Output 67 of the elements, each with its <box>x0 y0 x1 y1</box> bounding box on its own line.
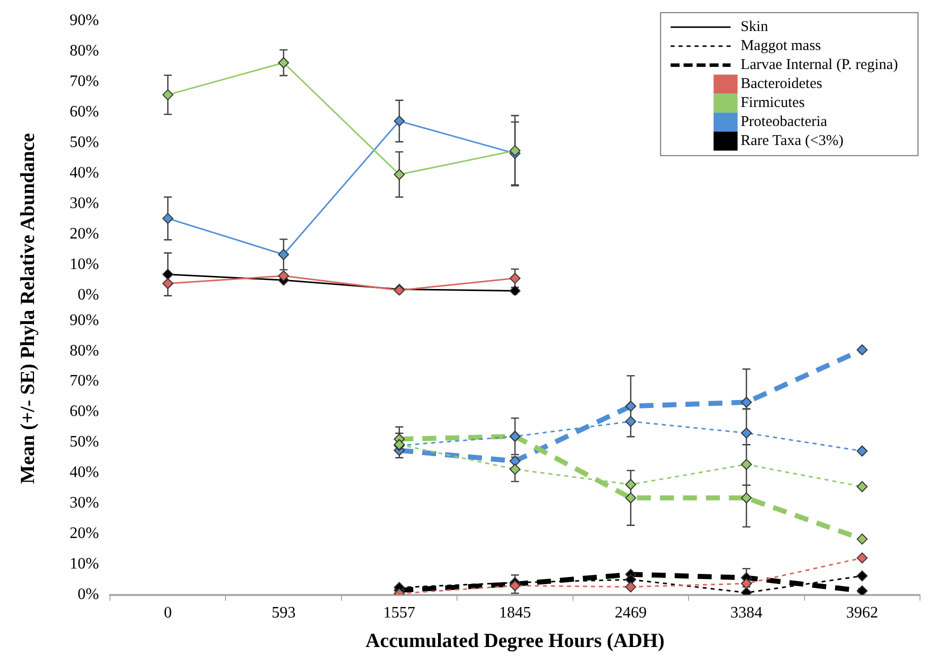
legend-label: Maggot mass <box>740 38 822 54</box>
point <box>162 212 174 224</box>
point <box>856 585 868 595</box>
point <box>740 578 752 590</box>
point <box>278 248 290 260</box>
legend-label: Larvae Internal (P. regina) <box>740 57 898 74</box>
point <box>510 272 520 284</box>
legend-label: Rare Taxa (<3%) <box>740 133 844 150</box>
y-tick-label: 80% <box>70 42 99 60</box>
point <box>510 145 520 156</box>
x-tick-label: 1557 <box>383 604 416 622</box>
point <box>740 396 752 408</box>
x-tick-label: 2469 <box>614 604 647 622</box>
point <box>740 428 752 439</box>
y-tick-label: 10% <box>70 556 99 573</box>
y-tick-label: 50% <box>70 434 99 451</box>
point <box>740 492 752 504</box>
point <box>856 570 868 582</box>
y-tick-label: 80% <box>70 342 99 360</box>
point <box>856 552 868 564</box>
x-tick-label: 0 <box>164 604 172 622</box>
y-tick-label: 20% <box>70 525 99 542</box>
legend-label: Bacteroidetes <box>740 76 822 92</box>
y-tick-label: 40% <box>70 164 99 182</box>
legend-label: Firmicutes <box>740 95 805 112</box>
x-tick-label: 593 <box>272 604 296 622</box>
point <box>625 416 636 427</box>
y-tick-label: 30% <box>70 494 99 512</box>
y-tick-label: 30% <box>70 195 99 212</box>
point <box>625 400 636 412</box>
y-tick-label: 60% <box>70 403 99 420</box>
point <box>856 446 868 456</box>
y-tick-label: 70% <box>70 72 99 90</box>
y-tick-label: 40% <box>70 464 99 482</box>
point <box>278 270 290 282</box>
y-tick-label: 10% <box>70 256 99 274</box>
point <box>162 89 174 100</box>
y-tick-label: 90% <box>70 312 99 329</box>
point <box>510 464 520 475</box>
point <box>162 268 174 280</box>
legend-label: Skin <box>740 19 769 36</box>
point <box>510 285 520 296</box>
x-tick-label: 3384 <box>730 604 762 622</box>
x-tick-label: 3962 <box>846 604 878 622</box>
y-tick-label: 60% <box>70 103 99 120</box>
y-tick-label: 20% <box>70 226 99 243</box>
x-tick-label: 1845 <box>499 604 531 622</box>
legend-label: Proteobacteria <box>740 114 828 130</box>
y-tick-label: 70% <box>70 372 99 390</box>
point <box>394 116 405 127</box>
y-tick-label: 50% <box>70 134 99 151</box>
y-tick-label: 90% <box>70 12 99 29</box>
point <box>394 168 405 180</box>
point <box>740 458 752 470</box>
point <box>856 534 868 545</box>
point <box>510 456 520 467</box>
point <box>162 278 174 289</box>
y-axis-title: Mean (+/- SE) Phyla Relative Abundance <box>16 132 40 484</box>
x-axis-title: Accumulated Degree Hours (ADH) <box>365 630 665 652</box>
y-tick-label: 0% <box>78 586 99 604</box>
point <box>625 492 636 504</box>
point <box>856 481 868 492</box>
y-tick-label: 0% <box>78 286 99 304</box>
point <box>625 581 636 592</box>
point <box>278 57 290 68</box>
point <box>856 344 868 356</box>
point <box>625 479 636 490</box>
